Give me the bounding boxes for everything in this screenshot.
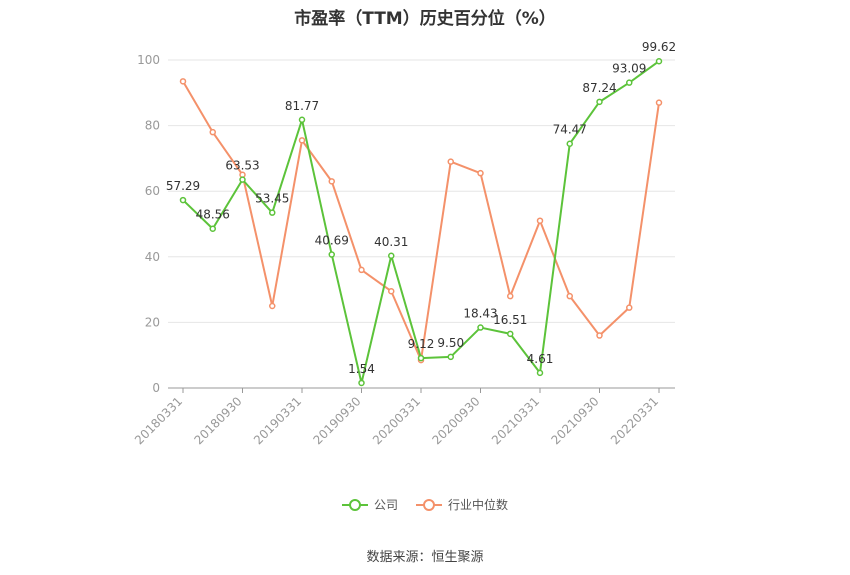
data-point-company: [655, 57, 663, 65]
legend-marker-industry-icon: [416, 498, 442, 511]
data-label: 4.61: [527, 352, 554, 366]
legend-label-industry-median: 行业中位数: [448, 498, 509, 512]
source-note: 数据来源：恒生聚源: [366, 550, 484, 565]
data-label: 74.47: [553, 123, 587, 137]
data-point-industry-median: [447, 158, 454, 165]
chart-title: 市盈率（TTM）历史百分位（%）: [294, 9, 556, 29]
data-point-company: [328, 251, 335, 258]
data-point-industry-median: [536, 217, 544, 224]
data-point-industry-median: [298, 137, 306, 144]
data-point-industry-median: [388, 287, 395, 295]
x-tick-label: 20200331: [370, 394, 423, 447]
legend: 公司 行业中位数: [0, 496, 850, 513]
data-label: 99.62: [642, 40, 676, 54]
data-point-industry-median: [655, 99, 663, 106]
y-tick-label: 60: [145, 184, 160, 198]
data-point-company: [477, 324, 484, 331]
data-point-industry-median: [179, 78, 187, 85]
y-tick-label: 0: [152, 381, 160, 395]
series-line-industry-median: [182, 80, 660, 362]
data-label: 1.54: [348, 362, 375, 376]
data-point-industry-median: [328, 178, 335, 185]
data-point-company: [269, 209, 276, 216]
data-label: 18.43: [463, 307, 497, 321]
x-tick-label: 20190331: [251, 394, 304, 447]
data-point-company: [417, 354, 425, 362]
data-point-company: [388, 252, 395, 260]
data-label: 9.12: [408, 337, 435, 351]
data-point-company: [239, 176, 246, 183]
y-tick-label: 100: [137, 53, 160, 67]
data-point-company: [447, 353, 454, 361]
x-tick-label: 20220331: [608, 394, 661, 447]
legend-marker-company-icon: [341, 498, 368, 511]
data-label: 87.24: [582, 81, 616, 95]
data-point-industry-median: [209, 128, 216, 136]
x-tick-label: 20200930: [430, 394, 483, 447]
x-tick-label: 20180930: [192, 394, 245, 447]
data-point-industry-median: [358, 266, 365, 274]
data-label: 40.31: [374, 235, 408, 249]
legend-label-company: 公司: [373, 498, 398, 512]
y-tick-label: 80: [145, 119, 160, 133]
data-point-industry-median: [566, 292, 573, 300]
legend-item-industry-median[interactable]: 行业中位数: [416, 496, 508, 513]
data-point-company: [626, 79, 633, 86]
legend-item-company[interactable]: 公司: [341, 496, 398, 513]
data-point-company: [596, 98, 603, 106]
data-label: 57.29: [166, 179, 200, 193]
x-tick-label: 20210930: [549, 394, 602, 447]
data-label: 16.51: [493, 313, 527, 327]
data-point-industry-median: [507, 292, 514, 300]
data-label: 9.50: [437, 336, 464, 350]
data-point-company: [507, 330, 514, 338]
y-tick-label: 20: [145, 315, 160, 329]
data-point-company: [179, 196, 187, 204]
y-tick-label: 40: [145, 250, 160, 264]
data-label: 81.77: [285, 99, 319, 113]
x-tick-label: 20180331: [132, 394, 185, 447]
data-point-company: [358, 379, 365, 387]
data-label: 53.45: [255, 192, 289, 206]
x-tick-label: 20210331: [489, 394, 542, 447]
x-tick-label: 20190930: [311, 394, 364, 447]
data-point-company: [566, 140, 573, 147]
data-point-industry-median: [596, 332, 603, 339]
data-point-industry-median: [269, 302, 276, 310]
series-line-company: [182, 60, 660, 384]
data-point-company: [536, 369, 544, 377]
data-label: 48.56: [196, 208, 230, 222]
data-point-company: [298, 116, 306, 124]
data-label: 40.69: [315, 234, 349, 248]
data-label: 63.53: [225, 159, 259, 173]
data-point-industry-median: [626, 304, 633, 311]
data-point-company: [209, 225, 216, 232]
data-point-industry-median: [477, 169, 484, 177]
data-label: 93.09: [612, 62, 646, 76]
